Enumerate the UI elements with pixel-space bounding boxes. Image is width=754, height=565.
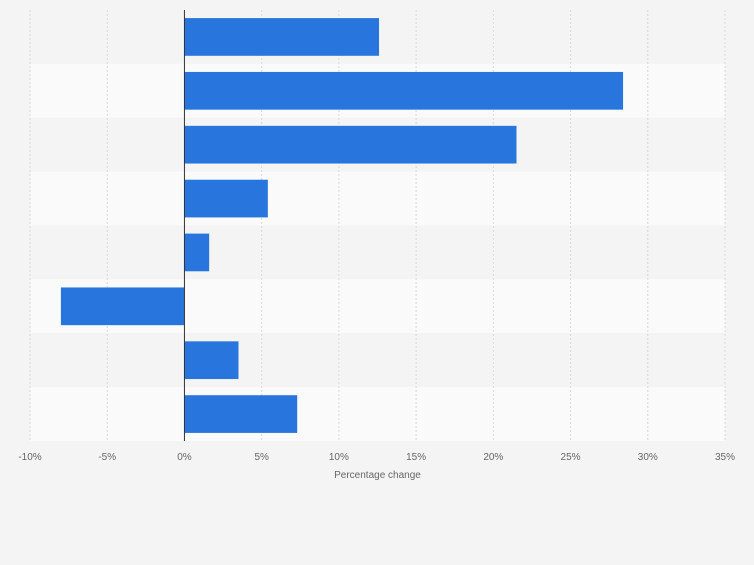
row-band: [30, 387, 725, 441]
x-axis-title: Percentage change: [334, 470, 421, 481]
row-band: [30, 333, 725, 388]
bar[interactable]: [60, 287, 185, 326]
x-tick-label: -10%: [18, 452, 41, 463]
x-tick-label: 5%: [254, 452, 269, 463]
x-tick-label: 35%: [715, 452, 735, 463]
x-tick-label: 15%: [406, 452, 426, 463]
bars: [60, 18, 624, 433]
row-band: [30, 225, 725, 280]
x-tick-label: 10%: [329, 452, 349, 463]
bar[interactable]: [184, 179, 268, 218]
bar[interactable]: [184, 71, 624, 110]
bar[interactable]: [184, 125, 517, 164]
x-tick-label: 25%: [561, 452, 581, 463]
bar[interactable]: [184, 395, 298, 433]
x-tick-label: 30%: [638, 452, 658, 463]
x-tick-label: -5%: [98, 452, 116, 463]
x-tick-label: 0%: [177, 452, 192, 463]
bar[interactable]: [184, 18, 380, 56]
row-band: [30, 171, 725, 226]
x-axis-ticks: -10% -5% 0% 5% 10% 15% 20% 25% 30% 35%: [18, 452, 735, 463]
x-tick-label: 20%: [483, 452, 503, 463]
bar[interactable]: [184, 341, 239, 380]
bar[interactable]: [184, 233, 210, 272]
